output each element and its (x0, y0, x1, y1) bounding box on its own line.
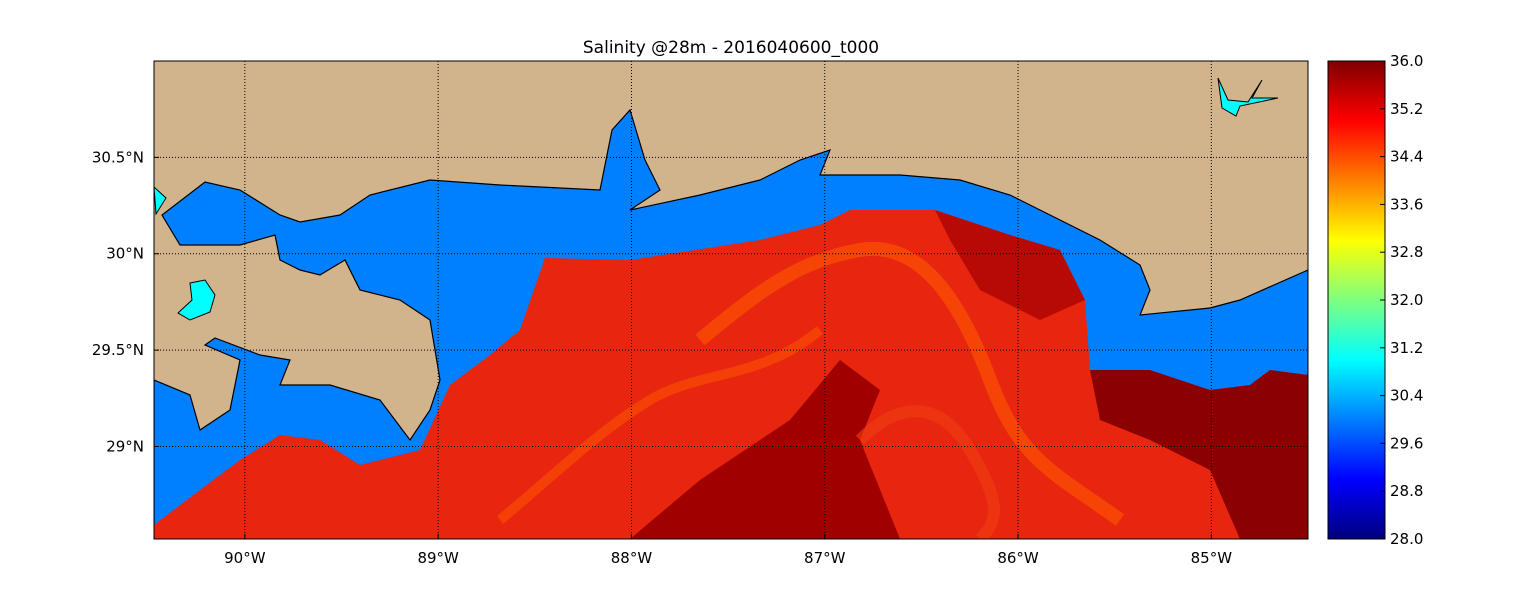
y-tick-label: 29°N (106, 437, 144, 455)
lake (177, 279, 216, 321)
colorbar-tick-label: 28.8 (1390, 482, 1423, 500)
colorbar-tick-label: 36.0 (1390, 52, 1423, 70)
x-tick-label: 88°W (611, 549, 653, 567)
salinity-high (630, 360, 900, 539)
salinity-high (1090, 370, 1308, 539)
colorbar-tick-label: 29.6 (1390, 434, 1423, 452)
colorbar-tick-label: 32.8 (1390, 243, 1423, 261)
colorbar-tick-label: 35.2 (1390, 100, 1423, 118)
salinity-high (935, 210, 1085, 320)
x-tick-label: 90°W (224, 549, 266, 567)
y-tick-label: 30.5°N (92, 148, 144, 166)
plot-frame (153, 60, 1309, 540)
colorbar-tick-label: 31.2 (1390, 339, 1423, 357)
y-tick-label: 30°N (106, 245, 144, 263)
x-tick-label: 89°W (417, 549, 459, 567)
lake (154, 186, 167, 216)
y-tick-label: 29.5°N (92, 341, 144, 359)
lake (1217, 77, 1279, 117)
grid (154, 61, 1308, 539)
map-title: Salinity @28m - 2016040600_t000 (583, 38, 879, 58)
x-tick-label: 87°W (804, 549, 846, 567)
colorbar-tick-label: 32.0 (1390, 291, 1423, 309)
salinity-streak (695, 241, 1125, 526)
colorbar-tick-label: 34.4 (1390, 148, 1423, 166)
colorbar-tick-label: 33.6 (1390, 195, 1423, 213)
colorbar-tick-label: 28.0 (1390, 530, 1423, 548)
x-tick-label: 86°W (997, 549, 1039, 567)
map-layers (154, 61, 1308, 539)
salinity-streak (855, 405, 1000, 539)
salinity-streak (496, 326, 824, 524)
colorbar-tick-label: 30.4 (1390, 387, 1423, 405)
colorbar (1327, 60, 1386, 540)
x-tick-label: 85°W (1191, 549, 1233, 567)
